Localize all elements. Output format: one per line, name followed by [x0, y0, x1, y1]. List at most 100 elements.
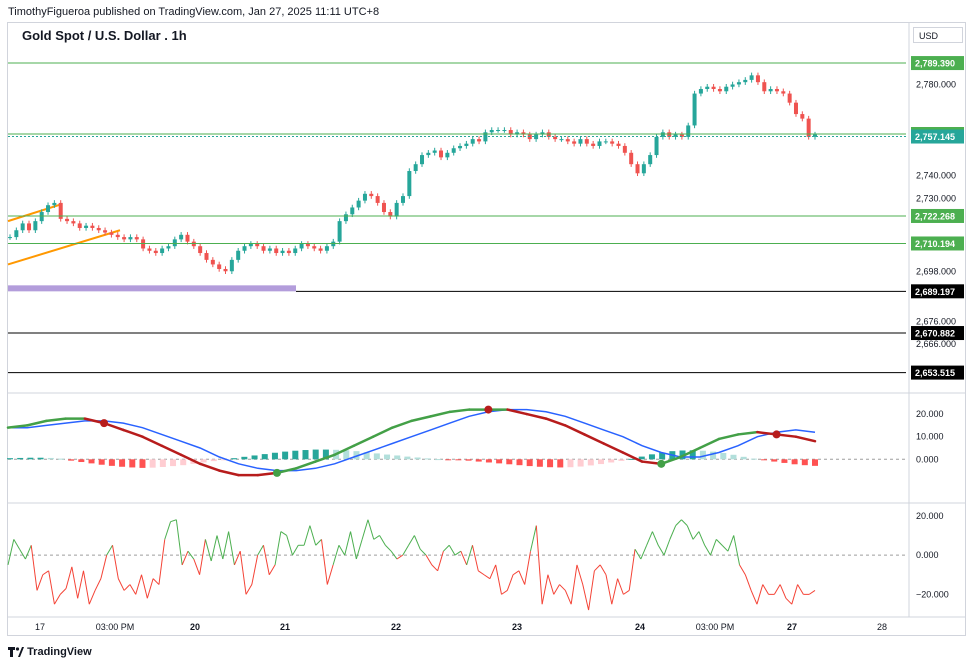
candle-body [508, 130, 513, 135]
candle-body [33, 221, 38, 231]
candle-body [502, 130, 507, 132]
histogram-bar [200, 459, 207, 463]
time-tick-label: 27 [787, 622, 797, 632]
candle-body [46, 205, 51, 213]
price-level-label: 2,689.197 [915, 287, 955, 297]
histogram-bar [312, 449, 319, 460]
momentum-segment [698, 531, 706, 546]
histogram-bar [108, 459, 115, 466]
histogram-bar [27, 457, 34, 460]
histogram-bar [78, 459, 85, 463]
candle-body [299, 243, 304, 249]
momentum-segment [187, 550, 195, 560]
histogram-bar [170, 459, 177, 467]
momentum-segment [65, 566, 73, 589]
momentum-segment [686, 525, 694, 540]
candle-body [318, 248, 323, 251]
momentum-segment [71, 566, 79, 599]
candle-body [217, 264, 222, 269]
candle-body [103, 230, 108, 233]
momentum-segment [466, 545, 473, 566]
candle-body [223, 268, 228, 272]
oscillator-fast-segment [717, 433, 740, 441]
price-level-label-bg [911, 129, 964, 144]
momentum-segment [460, 550, 468, 566]
momentum-segment [739, 564, 746, 575]
histogram-bar [414, 457, 421, 460]
candle-body [65, 218, 70, 222]
candle-body [27, 223, 32, 231]
momentum-segment [524, 551, 532, 585]
momentum-segment [448, 545, 456, 556]
candle-body [451, 148, 456, 153]
momentum-segment [199, 539, 206, 575]
momentum-segment [303, 525, 311, 546]
candle-body [172, 239, 177, 247]
histogram-bar [699, 450, 706, 460]
momentum-segment [681, 519, 688, 526]
momentum-segment [582, 584, 590, 611]
candle-body [58, 202, 63, 219]
histogram-bar [445, 459, 452, 461]
cross-marker [100, 419, 109, 428]
momentum-segment [501, 590, 508, 595]
candle-body [286, 250, 291, 254]
candle-body [717, 89, 722, 92]
momentum-segment [344, 531, 352, 556]
momentum-segment [193, 558, 201, 575]
candle-body [572, 141, 577, 144]
candle-body [407, 171, 412, 197]
candle-body [388, 212, 393, 217]
histogram-bar [139, 459, 146, 468]
momentum-segment [210, 535, 218, 562]
candle-body [603, 141, 608, 143]
momentum-segment [112, 545, 119, 579]
momentum-segment [158, 539, 166, 585]
momentum-segment [489, 564, 497, 579]
momentum-segment [785, 597, 793, 605]
histogram-bar [282, 451, 289, 460]
momentum-segment [733, 535, 741, 566]
momentum-segment [628, 549, 636, 591]
candle-body [660, 132, 665, 137]
momentum-segment [24, 545, 32, 560]
price-level-label: 2,722.268 [915, 211, 955, 221]
trendline-upper [7, 203, 63, 223]
currency-button[interactable]: USD [913, 27, 963, 43]
momentum-segment [570, 564, 578, 605]
momentum-segment [744, 574, 752, 591]
candle-body [128, 237, 133, 240]
oscillator-fast-segment [6, 424, 29, 429]
candle-body [521, 132, 526, 135]
candle-body [736, 82, 741, 85]
histogram-bar [292, 450, 299, 460]
candle-body [400, 196, 405, 203]
momentum-segment [419, 548, 427, 556]
momentum-segment [437, 551, 444, 571]
candle-body [115, 234, 120, 238]
momentum-segment [280, 531, 287, 536]
candle-body [20, 223, 25, 231]
momentum-segment [623, 590, 630, 595]
momentum-segment [170, 519, 177, 523]
candle-body [426, 152, 431, 156]
candle-body [179, 234, 184, 240]
histogram-bar [17, 457, 24, 460]
candle-body [553, 136, 558, 140]
momentum-segment [326, 564, 334, 585]
candle-body [813, 134, 817, 137]
momentum-segment [518, 570, 526, 585]
momentum-segment [361, 519, 369, 540]
histogram-bar [455, 459, 462, 461]
momentum-segment [321, 539, 328, 585]
momentum-segment [663, 539, 671, 556]
candle-body [781, 91, 786, 94]
momentum-segment [704, 545, 711, 556]
price-tick-label: 2,780.000 [916, 79, 956, 89]
momentum-tick-label: −20.000 [916, 589, 949, 599]
candle-body [578, 139, 583, 144]
tradingview-brand-text: TradingView [27, 646, 92, 658]
histogram-bar [119, 459, 126, 467]
histogram-bar [384, 454, 391, 460]
